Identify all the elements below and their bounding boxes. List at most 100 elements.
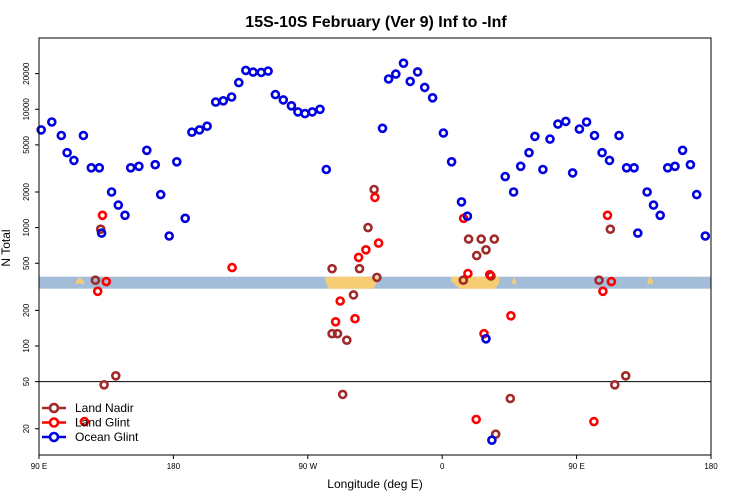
legend-item: Ocean Glint [42,430,139,444]
data-point [46,117,57,127]
x-axis: 90 E 180 90 W 0 90 E 180 [31,455,718,471]
data-point [398,58,409,69]
data-point [341,335,352,346]
x-tick-label: 180 [167,462,181,471]
data-point [332,328,343,339]
data-point [419,82,430,93]
data-point [476,234,487,244]
y-tick-label: 20000 [22,62,31,85]
data-point [36,125,47,135]
data-point [134,161,144,172]
data-point [227,262,237,273]
data-point [589,416,599,427]
x-tick-label: 90 W [298,462,317,471]
data-point [241,65,251,76]
data-point [78,130,89,141]
series-land-nadir [90,184,631,440]
data-point [278,95,289,105]
data-point [670,161,680,172]
data-point [567,168,578,178]
data-point [456,197,467,207]
data-point [263,66,273,76]
data-point [574,124,585,134]
data-point [463,234,474,244]
data-point [361,245,371,255]
data-point [609,379,620,390]
y-tick-label: 500 [22,256,31,270]
y-tick-label: 10000 [22,98,31,121]
legend-label: Ocean Glint [75,430,139,444]
data-point [218,96,229,106]
data-point [337,389,348,400]
data-point [632,228,643,238]
data-point [427,93,438,103]
data-point [412,67,423,77]
data-point [602,210,613,221]
data-point [125,163,136,173]
data-point [90,275,101,286]
data-point [92,286,103,297]
data-point [530,131,540,142]
data-point [307,107,318,117]
data-point [620,370,631,381]
series-ocean-glint [36,58,711,446]
data-point [438,128,449,138]
data-point [370,192,380,203]
data-point [685,159,696,170]
data-point [484,269,495,280]
data-point [471,250,482,261]
data-point [335,296,346,306]
plot-frame [38,37,712,456]
data-point [462,211,473,221]
data-point [350,313,360,324]
data-point [348,290,359,300]
data-point [234,77,244,88]
data-point [56,130,67,141]
data-point [458,275,469,286]
data-point [113,200,124,210]
data-point [286,101,297,111]
data-point [538,164,548,175]
data-point [369,184,379,195]
legend-item: Land Nadir [42,401,134,415]
data-point [315,104,325,115]
data-point [446,157,457,167]
data-point [106,187,117,197]
data-point [614,130,624,141]
data-point [377,123,388,134]
land-band-segment [451,276,500,289]
data-point [508,187,519,197]
data-point [270,89,281,100]
y-axis: 20 50 100 200 500 1000 2000 5000 10000 20000 [22,62,39,433]
data-point [111,370,121,381]
data-point [120,210,130,221]
data-point [383,74,394,84]
data-point [172,157,182,167]
data-point [330,316,341,327]
data-point [363,222,373,233]
data-point [700,231,711,241]
data-point [621,163,632,173]
land-band-segment [324,276,380,289]
data-point [598,286,608,297]
data-point [180,213,190,224]
data-point [372,272,382,283]
y-axis-label: N Total [0,229,13,266]
land-band-segment [75,277,85,285]
data-point [481,333,491,344]
data-point [597,147,607,158]
data-point [327,328,337,339]
chart-title: 15S-10S February (Ver 9) Inf to -Inf [245,14,507,31]
data-point [553,119,563,129]
y-tick-label: 2000 [22,183,31,201]
data-point [524,147,534,158]
data-point [142,145,152,156]
data-point [629,163,639,173]
x-tick-label: 90 E [568,462,584,471]
data-point [79,416,90,427]
y-tick-label: 100 [22,339,31,353]
legend-marker [48,402,60,414]
data-point [164,231,174,241]
